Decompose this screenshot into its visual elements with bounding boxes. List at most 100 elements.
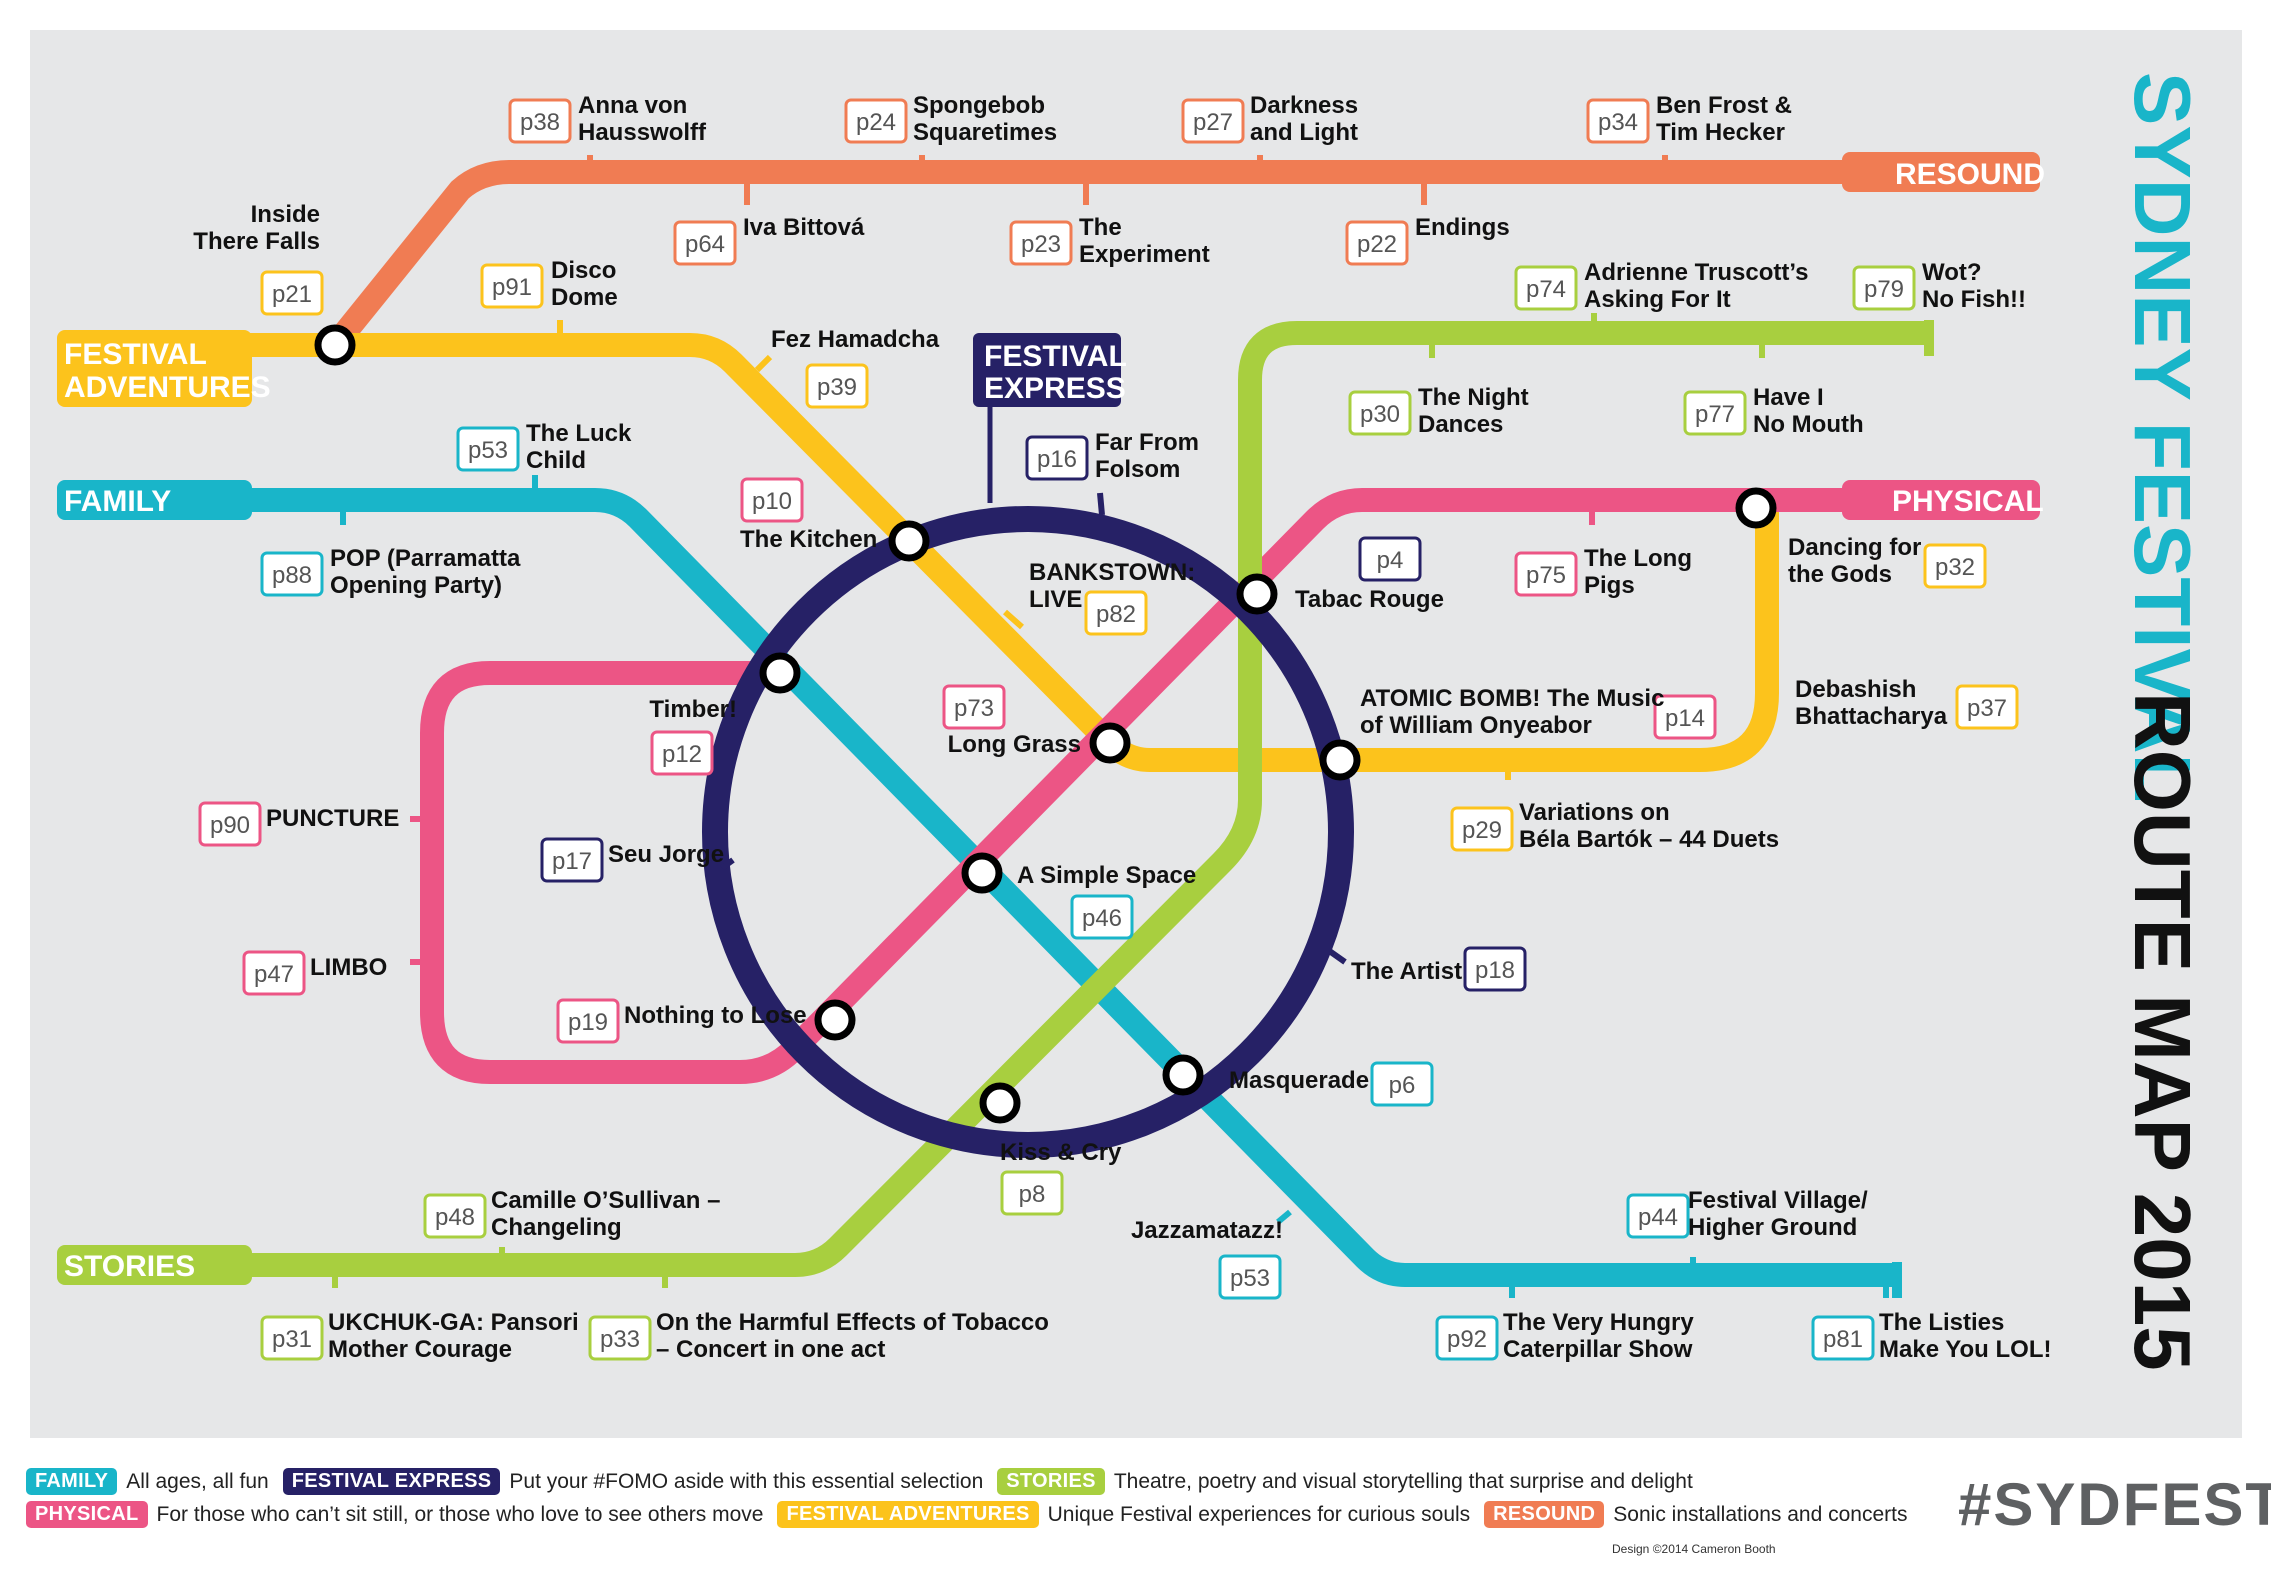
stop-tick — [754, 354, 773, 373]
title: SYDNEY FESTIVAL ROUTE MAP 2015 — [2118, 72, 2207, 1371]
stop-kitchen[interactable]: p10 The Kitchen — [740, 477, 877, 553]
stop-name-line1: Disco — [551, 257, 616, 284]
page-box — [260, 1315, 324, 1361]
station-masquerade[interactable] — [1162, 1054, 1204, 1096]
page-box — [1009, 220, 1073, 266]
title-sydney-festival: SYDNEY FESTIVAL — [2118, 72, 2207, 803]
stop-wot[interactable]: p79 Wot?No Fish!! — [1852, 259, 2026, 313]
physical-tag-bg — [1842, 480, 2040, 520]
legend-stories-tag: STORIES — [997, 1468, 1105, 1495]
station-inside-there-falls[interactable] — [314, 324, 356, 366]
stop-limbo[interactable]: p47 LIMBO — [242, 950, 420, 996]
stop-haveI[interactable]: p77 Have INo Mouth — [1683, 333, 1864, 438]
stop-tabac[interactable]: p4 Tabac Rouge — [1295, 536, 1444, 613]
page-number: p38 — [520, 109, 560, 136]
station-long-grass[interactable] — [1089, 722, 1131, 764]
page-number: p17 — [552, 848, 592, 875]
legend-festival-express: FESTIVAL EXPRESS Put your #FOMO aside wi… — [282, 1468, 983, 1495]
stop-artist[interactable]: p18 The Artist — [1326, 946, 1527, 992]
stop-name-line1: Debashish — [1795, 676, 1916, 703]
page-box — [805, 363, 869, 409]
page-number: p24 — [856, 109, 896, 136]
station-nothing-to-lose[interactable] — [814, 999, 856, 1041]
stop-masquerade[interactable]: p6 Masquerade — [1229, 1061, 1434, 1107]
stop-puncture[interactable]: p90 PUNCTURE — [198, 801, 420, 847]
stop-name-line1: Inside — [251, 201, 320, 228]
page-number: p39 — [817, 374, 857, 401]
stop-iva[interactable]: p64 Iva Bittová — [673, 172, 865, 266]
page-box — [1450, 806, 1514, 852]
stories-end-cap — [1924, 320, 1934, 356]
stop-harmful[interactable]: p33 On the Harmful Effects of Tobacco– Co… — [588, 1265, 1049, 1363]
station-the-kitchen[interactable] — [888, 520, 930, 562]
resound-tag-bg — [1842, 152, 2040, 192]
station-timber[interactable] — [759, 652, 801, 694]
stop-fez[interactable]: p39 Fez Hamadcha — [754, 326, 940, 409]
page-number: p34 — [1598, 109, 1638, 136]
family-end-cap — [1892, 1262, 1902, 1298]
station-a-simple-space[interactable] — [961, 852, 1003, 894]
stop-camille[interactable]: p48 Camille O’Sullivan –Changeling — [423, 1187, 720, 1265]
line-tags: RESOUND FESTIVAL ADVENTURES FAMILY PHYSI… — [57, 152, 2045, 1285]
stop-name-line2: Caterpillar Show — [1503, 1336, 1693, 1363]
family-tag-bg — [57, 480, 252, 520]
hashtag: #SYDFEST — [1958, 1471, 2271, 1538]
stop-benfrost[interactable]: p34 Ben Frost &Tim Hecker — [1586, 92, 1792, 172]
stop-longgrass[interactable]: p73 Long Grass — [942, 684, 1081, 758]
page-number: p82 — [1096, 601, 1136, 628]
station-dancing-for-the-gods[interactable] — [1735, 487, 1777, 529]
stop-kisscry[interactable]: p8 Kiss & Cry — [1000, 1139, 1122, 1216]
stop-village[interactable]: p44 Festival Village/Higher Ground — [1626, 1187, 1868, 1275]
stop-name-line2: There Falls — [193, 228, 320, 255]
stop-name-line2: Hausswolff — [578, 119, 707, 146]
page-number: p44 — [1638, 1204, 1678, 1231]
legend-physical-tag: PHYSICAL — [26, 1501, 148, 1528]
stop-bankstown[interactable]: p82 BANKSTOWN:LIVE — [1003, 559, 1195, 636]
stop-endings[interactable]: p22 Endings — [1345, 172, 1510, 266]
stories-tag-bg — [57, 1245, 252, 1285]
resound-tag: RESOUND — [1895, 158, 2045, 191]
stop-name-line2: Child — [526, 447, 586, 474]
stop-name-line1: POP (Parramatta — [330, 545, 521, 572]
stop-jazz[interactable]: p53 Jazzamatazz! — [1131, 1209, 1292, 1300]
page-number: p21 — [272, 281, 312, 308]
page-number: p79 — [1864, 276, 1904, 303]
station-tabac-rouge[interactable] — [1236, 573, 1278, 615]
stop-seujorge[interactable]: p17 Seu Jorge — [540, 837, 735, 883]
stop-simplespace[interactable]: p46 A Simple Space — [1017, 862, 1196, 940]
stop-timber[interactable]: p12 Timber! — [649, 696, 737, 776]
stop-nothing[interactable]: p19 Nothing to Lose — [556, 998, 807, 1044]
stop-name-line2: Make You LOL! — [1879, 1336, 2051, 1363]
page-number: p23 — [1021, 231, 1061, 258]
stop-name-line1: Have I — [1753, 384, 1824, 411]
festival-adventures-tag-2: ADVENTURES — [64, 371, 271, 404]
legend-row-2: PHYSICAL For those who can’t sit still, … — [26, 1501, 1921, 1528]
station-kiss-and-cry[interactable] — [979, 1082, 1021, 1124]
page-box — [456, 426, 520, 472]
festival-adventures-tag-1: FESTIVAL — [64, 338, 207, 371]
page-box — [1435, 1315, 1499, 1361]
page-box — [1811, 1315, 1875, 1361]
stop-name-line1: Tabac Rouge — [1295, 586, 1444, 613]
station-atomic-bomb[interactable] — [1319, 739, 1361, 781]
